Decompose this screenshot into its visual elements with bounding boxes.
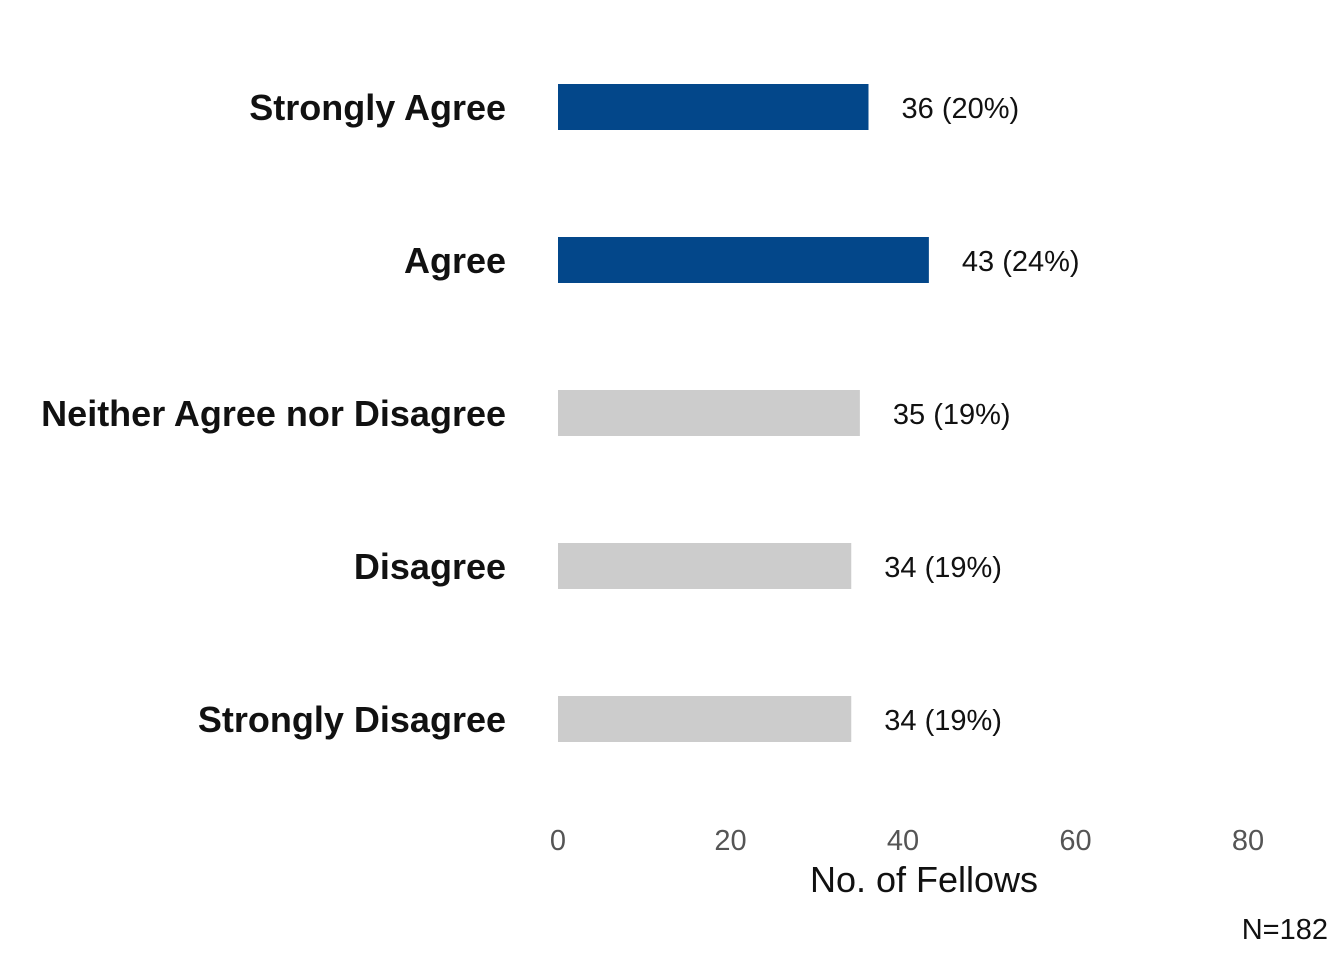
x-tick-label: 0 [550, 825, 566, 857]
x-tick-label: 80 [1232, 825, 1264, 857]
category-label: Agree [404, 240, 506, 281]
x-tick-label: 20 [714, 825, 746, 857]
data-label: 34 (19%) [884, 705, 1002, 737]
data-label: 34 (19%) [884, 552, 1002, 584]
category-label: Disagree [354, 546, 506, 587]
bar-agree [558, 237, 929, 283]
bar-neither-agree-nor-disagree [558, 390, 860, 436]
category-label: Strongly Agree [249, 87, 506, 128]
category-label: Strongly Disagree [198, 699, 506, 740]
bar-strongly-agree [558, 84, 869, 130]
category-label: Neither Agree nor Disagree [41, 393, 506, 434]
bar-strongly-disagree [558, 696, 852, 742]
x-axis-title: No. of Fellows [810, 859, 1038, 900]
data-label: 43 (24%) [962, 246, 1080, 278]
bars-group: Strongly Agree 36 (20%) Agree 43 (24%) Neith… [41, 84, 1080, 742]
x-axis-ticks: 0 20 40 60 80 [550, 825, 1264, 857]
data-label: 35 (19%) [893, 399, 1011, 431]
bar-disagree [558, 543, 852, 589]
sample-size-caption: N=182 [1242, 914, 1328, 946]
x-tick-label: 60 [1059, 825, 1091, 857]
data-label: 36 (20%) [902, 93, 1020, 125]
x-tick-label: 40 [887, 825, 919, 857]
